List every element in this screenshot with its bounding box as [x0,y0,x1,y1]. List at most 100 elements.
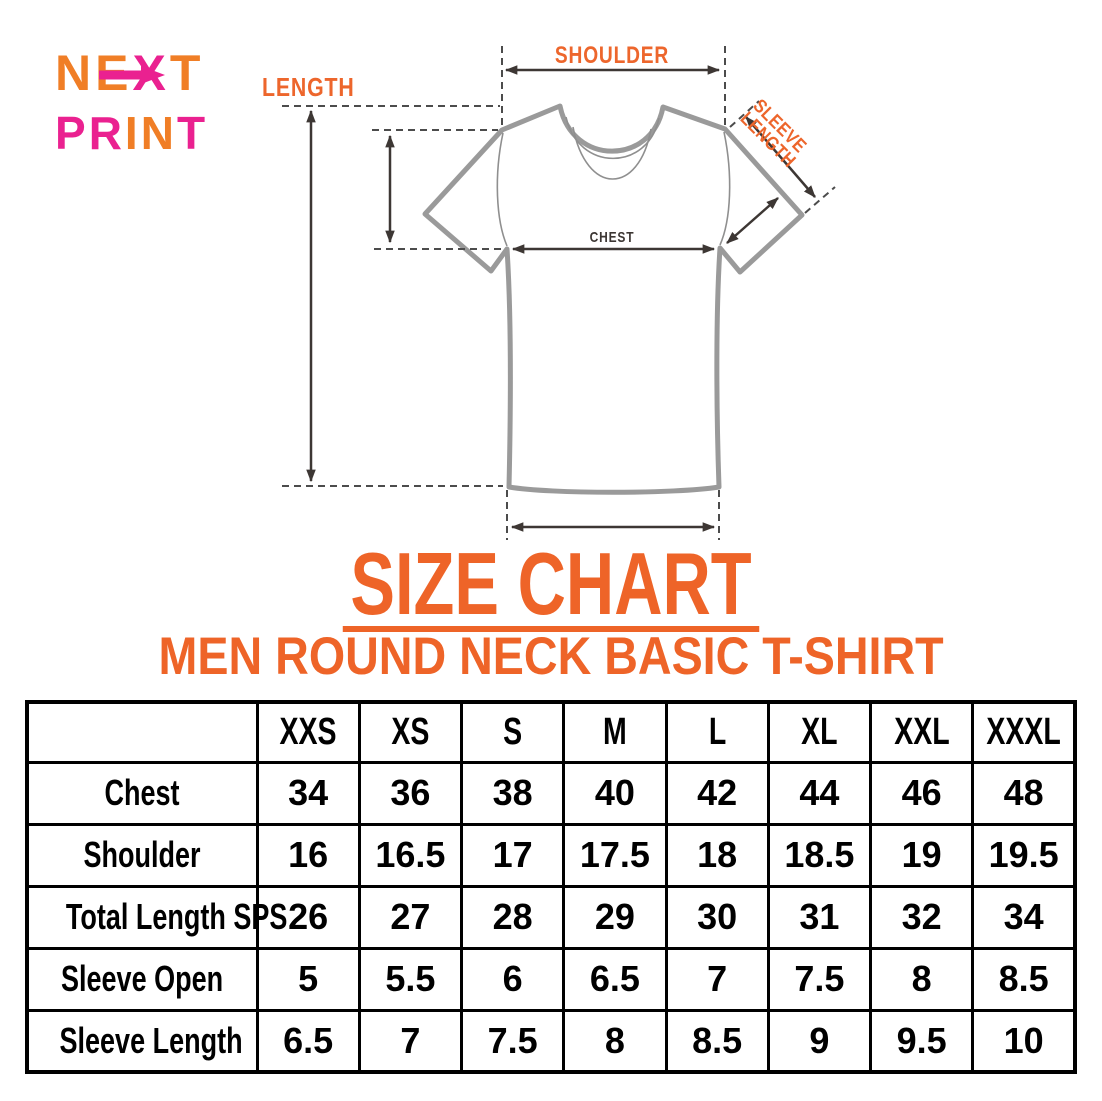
size-value-cell: 46 [868,760,975,826]
size-value-cell: 27 [357,884,464,950]
size-value-cell: 31 [766,884,873,950]
size-value-cell: 6.5 [255,1008,361,1074]
collar-inner-curve [572,126,652,180]
size-value-cell: 34 [971,884,1077,950]
measurement-row-label: Sleeve Open [25,946,259,1012]
size-value-cell: 48 [971,760,1077,826]
size-value-cell: 5 [255,946,361,1012]
size-column-header-text: L [708,710,726,753]
size-value-cell: 17.5 [562,822,668,888]
size-value-cell: 38 [459,760,566,826]
size-column-header: S [459,700,566,764]
page-title: SIZE CHART [342,540,760,632]
size-column-header-text: M [603,710,627,753]
measurement-row-label-text: Sleeve Open [61,958,224,999]
size-value-cell: 26 [255,884,361,950]
logo-arrow-icon [99,66,165,84]
sleeve-open-arrow [726,197,779,244]
size-column-header-text: XL [801,710,838,753]
measurement-row-label-text: Shoulder [83,834,201,875]
table-row: Shoulder 16 16.5 17 17.5 18 18.5 19 19.5 [25,822,1077,888]
size-value-cell: 17 [459,822,566,888]
chest-dimension-label: CHEST [589,229,635,246]
size-column-header: XXS [255,700,361,764]
size-column-header: L [664,700,770,764]
size-column-header-text: XXS [279,710,337,753]
size-value-cell: 29 [562,884,668,950]
logo-next-letter: N [55,45,96,101]
size-column-header-text: XXXL [986,710,1062,753]
armhole-seam-left [496,132,508,247]
measurement-row-label: Chest [25,760,259,826]
size-value-cell: 8 [562,1008,668,1074]
size-value-cell: 9 [766,1008,873,1074]
brand-logo: NEXT PRINT [55,48,208,156]
logo-print-letter: R [88,107,125,159]
size-column-header: XS [357,700,464,764]
size-value-cell: 6 [459,946,566,1012]
size-value-cell: 7 [664,946,770,1012]
subtitle-row: MEN ROUND NECK BASIC T-SHIRT [0,630,1102,683]
size-column-header-text: S [503,710,523,753]
size-value-cell: 7.5 [459,1008,566,1074]
length-dimension-label: LENGTH [262,72,355,102]
size-column-header: XXL [868,700,975,764]
measurement-row-label: Total Length SPS [25,884,287,950]
logo-print-letter: P [55,107,89,159]
size-value-cell: 18 [664,822,770,888]
size-column-header-text: XS [391,710,430,753]
size-value-cell: 7.5 [766,946,873,1012]
size-column-header: XXXL [971,700,1077,764]
logo-print-letter: N [140,107,177,159]
title-row: SIZE CHART [0,540,1102,632]
logo-next-letter: T [169,45,205,101]
size-value-cell: 16.5 [357,822,464,888]
dashed-guides [282,46,836,540]
size-value-cell: 5.5 [357,946,464,1012]
size-value-cell: 32 [868,884,975,950]
table-corner-cell [25,700,259,764]
table-row: Chest 34 36 38 40 42 44 46 48 [25,760,1077,826]
size-table: XXS XS S M L XL XXL XXXL Chest 34 36 38 40 42 44 46 48 S… [25,700,1077,1074]
size-value-cell: 44 [766,760,873,826]
size-value-cell: 36 [357,760,464,826]
measurement-row-label-text: Sleeve Length [59,1019,243,1061]
size-value-cell: 18.5 [766,822,873,888]
collar-inner-curve [565,116,660,160]
measurement-row-label-text: Total Length SPS [65,896,288,937]
logo-print-letter: I [124,107,141,159]
measurement-row-label: Sleeve Length [25,1008,259,1074]
measurement-row-label-text: Chest [104,772,180,813]
size-value-cell: 10 [971,1008,1077,1074]
size-value-cell: 8.5 [971,946,1077,1012]
size-column-header: XL [766,700,873,764]
measurement-row-label: Shoulder [25,822,259,888]
size-value-cell: 9.5 [868,1008,975,1074]
sleeve-length-arrow [745,116,816,198]
table-row: Total Length SPS 26 27 28 29 30 31 32 34 [25,884,1077,950]
tshirt-outline [422,103,805,495]
size-value-cell: 16 [255,822,361,888]
page-subtitle: MEN ROUND NECK BASIC T-SHIRT [158,627,944,686]
size-value-cell: 7 [357,1008,464,1074]
size-value-cell: 8.5 [664,1008,770,1074]
tshirt-measurement-diagram [282,46,836,540]
size-column-header: M [562,700,668,764]
size-value-cell: 6.5 [562,946,668,1012]
brand-logo-line2: PRINT [55,110,208,156]
table-row: Sleeve Length 6.5 7 7.5 8 8.5 9 9.5 10 [25,1008,1077,1074]
logo-print-letter: T [176,107,209,159]
size-value-cell: 19 [868,822,975,888]
size-value-cell: 19.5 [971,822,1077,888]
shoulder-dimension-label: SHOULDER [554,42,670,69]
armhole-seam-right [719,131,731,246]
size-value-cell: 30 [664,884,770,950]
logo-arrow-head [141,66,165,84]
size-value-cell: 42 [664,760,770,826]
size-value-cell: 28 [459,884,566,950]
size-column-header-text: XXL [893,710,950,753]
size-value-cell: 34 [255,760,361,826]
size-value-cell: 40 [562,760,668,826]
table-row: Sleeve Open 5 5.5 6 6.5 7 7.5 8 8.5 [25,946,1077,1012]
